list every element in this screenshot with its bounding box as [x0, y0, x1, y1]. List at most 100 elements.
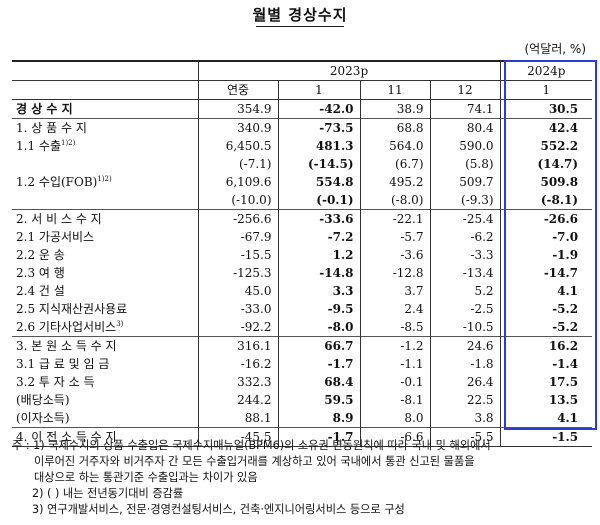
cell-month-12: -1.8: [429, 355, 501, 373]
cell-month-11: -22.1: [359, 209, 430, 228]
row-label: 3. 본 원 소 득 수 지: [12, 336, 198, 355]
row-label: 2.2 운 송: [12, 246, 198, 264]
unit-label: (억달러, %): [524, 42, 586, 56]
cell-month-1: -7.2: [277, 228, 360, 246]
row-label-text: 2.5 지식재산권사용료: [16, 301, 128, 316]
cell-month-1: 3.3: [277, 282, 360, 300]
header-empty-cell: [12, 60, 198, 81]
title-underline: [256, 26, 344, 27]
cell-annual: -15.5: [197, 246, 278, 264]
row-label-text: 2. 서 비 스 수 지: [16, 211, 102, 226]
header-row-months: 연중 1 11 12 1: [12, 80, 593, 100]
row-label: 1.2 수입(FOB)1)2): [12, 173, 198, 191]
cell-month-11: -8.1: [359, 391, 430, 409]
cell-annual: 332.3: [197, 373, 278, 391]
cell-month-1: 1.2: [277, 246, 360, 264]
cell-month-11: (-8.0): [359, 191, 430, 210]
cell-month-12: 24.6: [429, 336, 501, 355]
cell-month-2024-1: -14.7: [499, 264, 593, 282]
header-year-2023: 2023p: [197, 60, 501, 81]
cell-month-2024-1: 552.2: [499, 137, 593, 155]
cell-month-12: -6.2: [429, 228, 501, 246]
cell-month-2024-1: 42.4: [499, 118, 593, 137]
cell-month-12: -2.5: [429, 300, 501, 318]
cell-month-2024-1: -7.0: [499, 228, 593, 246]
cell-annual: -125.3: [197, 264, 278, 282]
header-month-2024-1: 1: [499, 80, 593, 100]
cell-annual: 316.1: [197, 336, 278, 355]
row-label-text: 1.1 수출: [16, 138, 61, 153]
row-label-text: 3.2 투 자 소 득: [16, 374, 95, 389]
row-label-text: (이자소득): [16, 410, 70, 425]
table-row: 2.3 여 행 -125.3 -14.8 -12.8 -13.4 -14.7: [12, 264, 593, 282]
row-label-text: (배당소득): [16, 392, 70, 407]
row-label: 2.1 가공서비스: [12, 228, 198, 246]
row-label: 2.6 기타사업서비스3): [12, 318, 198, 337]
table-row: 4. 이 전 소 득 수 지 -45.5 -1.7 -6.6 -5.5 -1.5: [12, 427, 593, 447]
cell-month-12: 590.0: [429, 137, 501, 155]
row-label-text: 경 상 수 지: [16, 101, 73, 116]
table-row: 1.1 수출1)2) 6,450.5 481.3 564.0 590.0 552.2: [12, 137, 593, 155]
header-annual: 연중: [197, 80, 278, 100]
table-row: 2.6 기타사업서비스3) -92.2 -8.0 -8.5 -10.5 -5.2: [12, 318, 593, 337]
cell-month-1: -9.5: [277, 300, 360, 318]
cell-annual: -33.0: [197, 300, 278, 318]
footnote-1-line-1: 주 : 1) 국제수지의 상품 수출입은 국제수지매뉴얼(BPM6)의 소유권 …: [12, 439, 491, 452]
row-label: 경 상 수 지: [12, 99, 198, 119]
row-label-text: 2.3 여 행: [16, 265, 65, 280]
cell-month-1: 66.7: [277, 336, 360, 355]
footnote-2: 2) ( ) 내는 전년동기대비 증감률: [32, 487, 184, 500]
cell-annual: 340.9: [197, 118, 278, 137]
table-row: (이자소득) 88.1 8.9 8.0 3.8 4.1: [12, 409, 593, 428]
row-label-text: 2.1 가공서비스: [16, 229, 95, 244]
cell-month-12: 22.5: [429, 391, 501, 409]
cell-month-1: -42.0: [277, 99, 360, 119]
row-label: (이자소득): [12, 409, 198, 428]
cell-month-11: -8.5: [359, 318, 430, 337]
table-row: 2. 서 비 스 수 지 -256.6 -33.6 -22.1 -25.4 -26.6: [12, 209, 593, 228]
table-row: 1.2 수입(FOB)1)2) 6,109.6 554.8 495.2 509.7 509…: [12, 173, 593, 191]
cell-annual: -16.2: [197, 355, 278, 373]
row-label: 2.5 지식재산권사용료: [12, 300, 198, 318]
cell-month-1: -73.5: [277, 118, 360, 137]
cell-month-12: 509.7: [429, 173, 501, 191]
row-label: 1. 상 품 수 지: [12, 118, 198, 137]
header-empty-cell: [12, 80, 198, 100]
cell-month-12: 26.4: [429, 373, 501, 391]
cell-month-2024-1: (14.7): [499, 155, 593, 173]
cell-month-1: 59.5: [277, 391, 360, 409]
cell-month-1: -33.6: [277, 209, 360, 228]
cell-month-12: -13.4: [429, 264, 501, 282]
row-label: (배당소득): [12, 391, 198, 409]
cell-month-1: -14.8: [277, 264, 360, 282]
cell-annual: 88.1: [197, 409, 278, 428]
row-label: 4. 이 전 소 득 수 지: [12, 427, 198, 447]
cell-month-11: -0.1: [359, 373, 430, 391]
cell-annual: -256.6: [197, 209, 278, 228]
cell-annual: -45.5: [197, 427, 278, 447]
cell-month-12: 74.1: [429, 99, 501, 119]
header-month-11: 11: [359, 80, 430, 100]
row-label-text: 4. 이 전 소 득 수 지: [16, 429, 117, 444]
cell-month-11: (6.7): [359, 155, 430, 173]
row-label: 1.1 수출1)2): [12, 137, 198, 155]
table-row: (-7.1) (-14.5) (6.7) (5.8) (14.7): [12, 155, 593, 173]
cell-annual: (-7.1): [197, 155, 278, 173]
table-row: 3.1 급 료 및 임 금 -16.2 -1.7 -1.1 -1.8 -1.4: [12, 355, 593, 373]
footnote-1-line-2: 이루어진 거주자와 비거주자 간 모든 수출입거래를 계상하고 있어 국내에서 …: [34, 455, 475, 468]
cell-month-1: 68.4: [277, 373, 360, 391]
cell-month-11: 2.4: [359, 300, 430, 318]
cell-month-11: -1.1: [359, 355, 430, 373]
cell-month-2024-1: 13.5: [499, 391, 593, 409]
cell-annual: 6,109.6: [197, 173, 278, 191]
cell-month-2024-1: 509.8: [499, 173, 593, 191]
header-month-12: 12: [429, 80, 501, 100]
current-account-table: 2023p 2024p 연중 1 11 12 1 경 상 수 지 354.9 -42…: [12, 60, 593, 447]
cell-month-12: (5.8): [429, 155, 501, 173]
row-label: 2.3 여 행: [12, 264, 198, 282]
footnotes: 주 : 1) 국제수지의 상품 수출입은 국제수지매뉴얼(BPM6)의 소유권 …: [12, 438, 596, 518]
cell-month-11: -3.6: [359, 246, 430, 264]
footnote-1-line-3: 대상으로 하는 통관기준 수출입과는 차이가 있음: [34, 471, 258, 484]
cell-month-2024-1: 4.1: [499, 282, 593, 300]
cell-month-11: -5.7: [359, 228, 430, 246]
